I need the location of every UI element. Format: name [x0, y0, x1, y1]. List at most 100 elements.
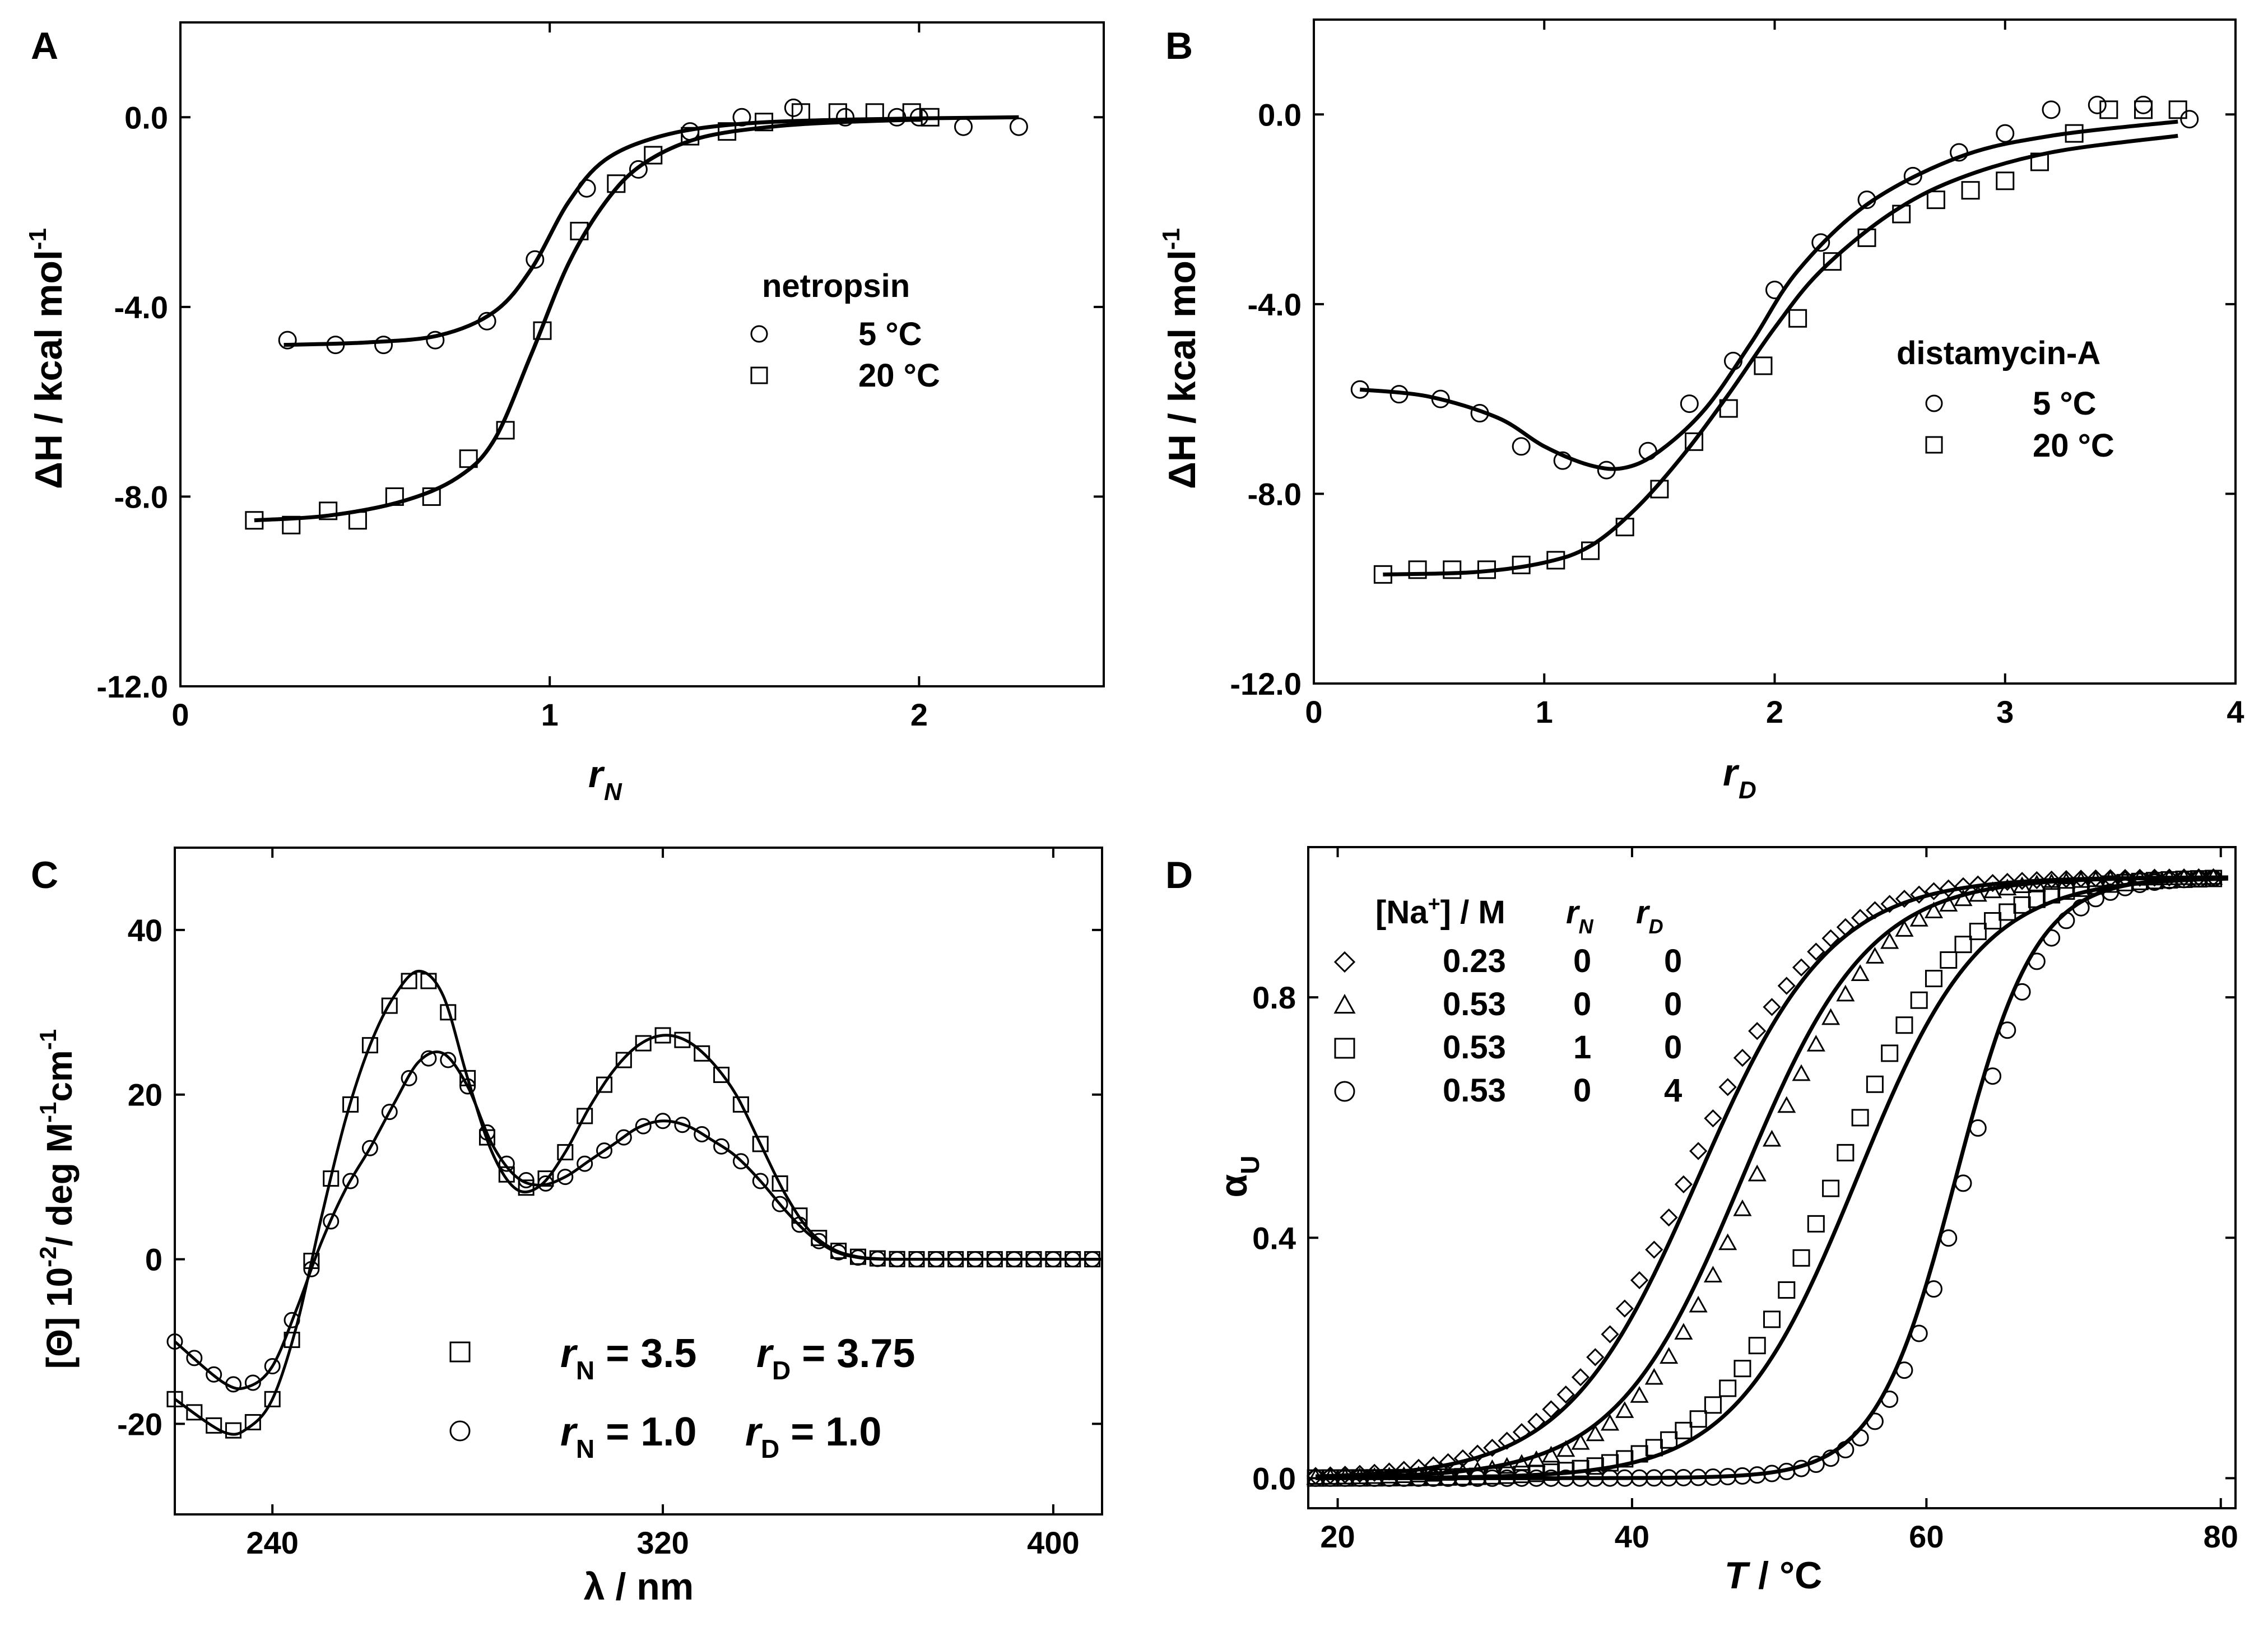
panel-d-data-point-diamond [2057, 870, 2076, 889]
panel-a-data-point-square [245, 511, 264, 530]
panel-c-data-point-circle [166, 1333, 183, 1350]
panel-c-data-point-circle [732, 1153, 749, 1170]
panel-b-data-point-square [1373, 565, 1392, 584]
panel-a-data-point-square [902, 103, 921, 122]
panel-b-data-point-square [1788, 309, 1807, 328]
panel-c-ylabel-cm-exp: -1 [35, 1029, 61, 1050]
panel-d-data-point-diamond [1615, 1299, 1634, 1318]
panel-b-xlabel-r: r [1723, 751, 1740, 794]
panel-a-ytick-label: -8.0 [114, 479, 169, 514]
panel-c-data-point-circle [1065, 1251, 1081, 1268]
panel-c-legend-2-rn: r [560, 1410, 578, 1454]
panel-d-data-point-diamond [1733, 1048, 1752, 1067]
panel-d-data-point-triangle [1556, 1440, 1575, 1457]
panel-d-data-point-diamond [1527, 1412, 1546, 1431]
panel-d-data-point-diamond [1424, 1456, 1443, 1475]
panel-c-markers [166, 973, 1101, 1439]
panel-d-legend: [Na+] / M rN rD 0.23 0 00.53 0 00.53 1 00.53 0 4 [1333, 892, 1682, 1109]
panel-b-data-point-square [1754, 356, 1773, 375]
panel-d-data-point-square [1630, 1445, 1648, 1463]
panel-b-data-point-circle [1512, 437, 1531, 456]
panel-d-data-point-diamond [1851, 909, 1870, 927]
panel-d-legend-rd-value: 0 [1664, 943, 1682, 979]
panel-c-data-point-circle [674, 1117, 691, 1133]
panel-b-data-point-square [2099, 100, 2118, 119]
panel-a-ytick-label: -12.0 [96, 669, 168, 704]
panel-d-data-point-diamond [2204, 868, 2223, 887]
panel-c-data-point-circle [537, 1175, 554, 1192]
panel-d-legend-rn-value: 0 [1573, 943, 1591, 979]
panel-b-data-point-circle [1638, 441, 1657, 461]
panel-d-legend-rn-value: 0 [1573, 986, 1591, 1022]
panel-a-data-point-square [718, 122, 737, 141]
panel-d-data-point-square [1704, 1396, 1722, 1414]
panel-c-data-point-circle [1006, 1251, 1023, 1268]
panel-d-data-point-circle [1733, 1467, 1751, 1485]
panel-b-data-point-square [1719, 399, 1738, 418]
panel-b-data-point-circle [2180, 110, 2199, 129]
panel-c-legend-2-rn-sub: N [576, 1434, 594, 1463]
panel-d-data-point-circle [1910, 1324, 1928, 1342]
panel-d-data-point-triangle [1865, 947, 1884, 964]
panel-a-fit-line-0 [284, 115, 1019, 347]
panel-c-xtick-label: 240 [246, 1525, 298, 1560]
panel-c-data-point-circle [889, 1251, 905, 1268]
panel-b-data-point-square [1892, 204, 1911, 224]
panel-d-data-point-triangle [1689, 1295, 1708, 1313]
panel-b-xtick-label: 0 [1305, 694, 1322, 729]
panel-d-data-point-circle [2072, 899, 2090, 917]
panel-d-ylabel: αU [1212, 1155, 1265, 1197]
panel-a-data-point-circle [784, 98, 803, 117]
panel-d-data-point-diamond [1571, 1368, 1590, 1387]
panel-d-data-point-diamond [1498, 1431, 1516, 1450]
panel-a: A 0 1 2 0.0 -4.0 -8.0 -12.0 r N ΔH / kcal mol-… [24, 21, 1105, 806]
panel-c-ylabel-m-exp: -1 [35, 1102, 61, 1123]
panel-c-letter: C [31, 854, 58, 896]
panel-c-legend-2-rd-value: = 1.0 [779, 1410, 881, 1454]
panel-d-data-point-triangle [1660, 1347, 1679, 1364]
panel-d-data-point-square [1837, 1143, 1855, 1161]
panel-d-data-point-circle [1866, 1412, 1884, 1430]
panel-b-data-point-square [1408, 560, 1427, 579]
panel-d-data-point-diamond [1556, 1385, 1575, 1404]
panel-b-data-point-square [1961, 181, 1980, 200]
panel-d-xlabel-unit: / °C [1748, 1554, 1822, 1597]
panel-b-xlabel-sub: D [1739, 777, 1756, 804]
panel-d-data-point-circle [1410, 1469, 1428, 1487]
panel-c-legend-2-rd: r [745, 1410, 763, 1454]
panel-c-data-point-square [518, 1179, 535, 1196]
panel-a-data-point-square [496, 421, 515, 440]
panel-d-data-point-diamond [1645, 1240, 1663, 1259]
panel-c-data-point-circle [967, 1251, 984, 1268]
panel-d-data-point-circle [1586, 1469, 1604, 1487]
panel-d-legend-marker-diamond [1333, 951, 1356, 973]
panel-c-data-point-circle [791, 1216, 808, 1233]
panel-c-data-point-circle [1084, 1251, 1101, 1268]
panel-a-data-point-square [533, 321, 552, 340]
panel-d-data-point-triangle [1806, 1034, 1825, 1052]
panel-c-ylabel-unit: / deg M [39, 1123, 80, 1246]
panel-a-xtick-label: 2 [910, 697, 928, 732]
panel-d-data-point-circle [1630, 1469, 1648, 1487]
panel-b-data-point-square [1650, 480, 1669, 499]
panel-b-data-point-square [1857, 228, 1876, 247]
panel-a-data-point-square [791, 103, 810, 122]
panel-d-data-point-circle [1351, 1469, 1369, 1487]
panel-c-ylabel-exp: -2 [35, 1246, 61, 1267]
panel-d-data-point-circle [1424, 1469, 1442, 1487]
panel-a-legend-entry-5c: 5 °C [858, 316, 922, 352]
panel-b-legend: distamycin-A 5 °C 20 °C [1897, 335, 2114, 464]
panel-b-xtick-label: 3 [1996, 694, 2014, 729]
panel-a-legend-circle-marker [750, 325, 768, 343]
panel-d-data-point-circle [1601, 1469, 1619, 1487]
panel-d-data-point-triangle [1409, 1466, 1428, 1482]
panel-c-data-point-square [342, 1096, 359, 1113]
panel-d-data-point-square [1822, 1179, 1840, 1197]
panel-d-data-point-triangle [1468, 1461, 1487, 1478]
panel-b-legend-entry-20c: 20 °C [2033, 427, 2114, 464]
panel-b-data-point-circle [1597, 461, 1616, 480]
panel-d-data-point-circle [1439, 1469, 1457, 1487]
panel-d-data-point-square [1778, 1281, 1796, 1299]
panel-d-data-point-triangle [1748, 1164, 1767, 1182]
